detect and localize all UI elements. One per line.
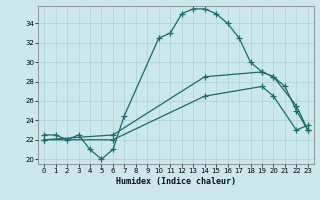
X-axis label: Humidex (Indice chaleur): Humidex (Indice chaleur) [116,177,236,186]
